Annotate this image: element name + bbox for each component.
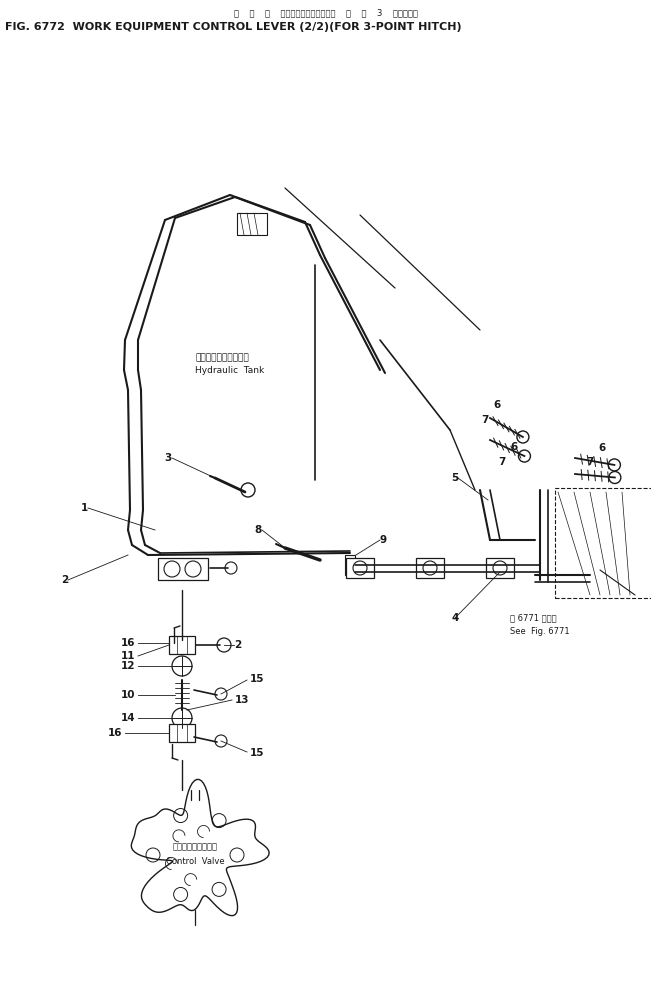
Text: 8: 8 (255, 525, 262, 535)
Text: 4: 4 (451, 613, 459, 623)
Text: 1: 1 (81, 503, 88, 513)
Text: 2: 2 (234, 640, 242, 650)
Bar (237, 213, 267, 235)
Text: 14: 14 (120, 713, 135, 723)
Bar (555, 488, 651, 598)
Text: 5: 5 (450, 473, 458, 483)
Text: 7: 7 (586, 457, 593, 467)
Polygon shape (132, 780, 269, 915)
Bar (345, 555, 355, 575)
Text: 16: 16 (120, 638, 135, 648)
Text: Control  Valve: Control Valve (166, 856, 225, 865)
Text: ハイドロリックタンク: ハイドロリックタンク (195, 354, 249, 362)
Text: 3: 3 (165, 453, 172, 463)
Text: 7: 7 (498, 457, 505, 467)
Text: 7: 7 (481, 415, 488, 425)
Bar (169, 724, 195, 742)
Text: 2: 2 (61, 575, 68, 585)
Circle shape (609, 471, 621, 483)
Text: 作    業    機    コントロールレバー（）    （    ）    3    点ヒッチ用: 作 業 機 コントロールレバー（） （ ） 3 点ヒッチ用 (234, 8, 418, 17)
Text: 6: 6 (598, 443, 605, 453)
Circle shape (609, 459, 620, 471)
Text: 6: 6 (510, 442, 518, 452)
Circle shape (517, 431, 529, 443)
Bar (169, 636, 195, 654)
Text: 6: 6 (493, 400, 500, 410)
Text: 12: 12 (120, 661, 135, 671)
Text: 表 6771 図参照: 表 6771 図参照 (510, 614, 557, 623)
Text: 15: 15 (250, 674, 264, 684)
Bar (158, 558, 208, 580)
Text: 9: 9 (380, 535, 387, 545)
Bar (346, 558, 374, 578)
Bar (486, 558, 514, 578)
Bar (416, 558, 444, 578)
Text: コントロールバルブ: コントロールバルブ (173, 843, 217, 851)
Text: 13: 13 (235, 695, 249, 705)
Text: 16: 16 (107, 728, 122, 738)
Text: 15: 15 (250, 748, 264, 758)
Text: Hydraulic  Tank: Hydraulic Tank (195, 365, 264, 374)
Text: 10: 10 (120, 690, 135, 700)
Text: See  Fig. 6771: See Fig. 6771 (510, 627, 570, 636)
Circle shape (241, 483, 255, 497)
Circle shape (518, 450, 531, 463)
Text: FIG. 6772  WORK EQUIPMENT CONTROL LEVER (2/2)(FOR 3-POINT HITCH): FIG. 6772 WORK EQUIPMENT CONTROL LEVER (… (5, 22, 462, 32)
Text: 11: 11 (120, 651, 135, 661)
